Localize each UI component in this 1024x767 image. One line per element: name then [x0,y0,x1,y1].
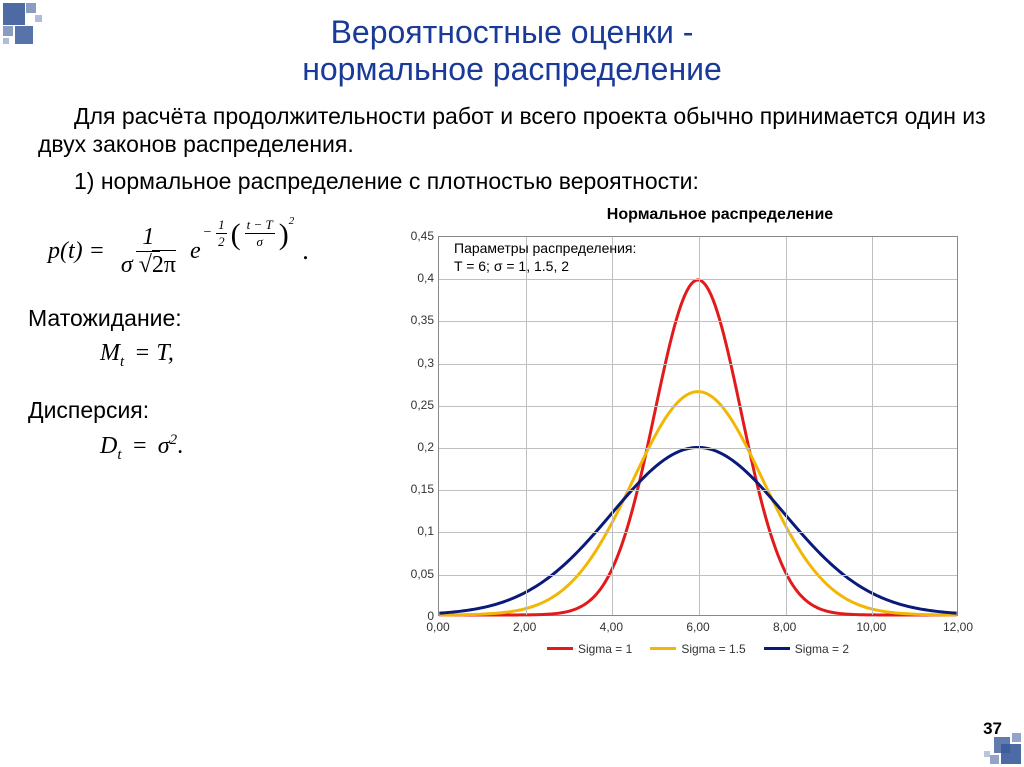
y-tick-label: 0,45 [411,229,434,243]
paragraph-1: Для расчёта продолжительности работ и вс… [38,102,986,160]
legend-item: Sigma = 1 [547,642,632,656]
grid-vertical [699,237,700,615]
paragraph-2: 1) нормальное распределение с плотностью… [38,167,986,196]
legend-swatch [650,647,676,650]
grid-horizontal [439,448,957,449]
grid-horizontal [439,321,957,322]
y-tick-label: 0,35 [411,313,434,327]
page-number: 37 [983,719,1002,739]
grid-horizontal [439,364,957,365]
chart-legend: Sigma = 1 Sigma = 1.5 Sigma = 2 [438,642,958,656]
series-curve [439,447,956,613]
legend-label: Sigma = 1.5 [681,642,745,656]
formula-eq: = [89,238,105,265]
chart-area: Параметры распределения: T = 6; σ = 1, 1… [380,226,970,666]
title-line-1: Вероятностные оценки - [331,14,694,50]
variance-label: Дисперсия: [28,397,380,424]
chart-curves [439,237,957,615]
x-tick-label: 10,00 [856,620,886,634]
x-tick-label: 12,00 [943,620,973,634]
variance-formula: Dt = σ2. [100,432,380,464]
legend-item: Sigma = 2 [764,642,849,656]
series-curve [439,391,956,614]
grid-horizontal [439,279,957,280]
legend-label: Sigma = 1 [578,642,632,656]
formula-exponent: − 1 2 ( t − T σ ) 2 [203,216,295,250]
y-tick-label: 0 [427,609,434,623]
y-tick-label: 0,15 [411,482,434,496]
y-tick-label: 0,05 [411,567,434,581]
body-text: Для расчёта продолжительности работ и вс… [38,102,986,196]
legend-label: Sigma = 2 [795,642,849,656]
grid-horizontal [439,532,957,533]
x-tick-label: 2,00 [513,620,536,634]
frac-num: 1 [136,224,160,252]
grid-vertical [612,237,613,615]
expectation-formula: Mt = T, [100,340,380,371]
legend-item: Sigma = 1.5 [650,642,745,656]
content-row: p(t) = 1 σ √2π e − 1 2 ( t − T σ [0,206,1024,666]
y-tick-label: 0,3 [417,356,434,370]
grid-horizontal [439,575,957,576]
title-line-2: нормальное распределение [302,51,722,87]
y-tick-label: 0,25 [411,398,434,412]
x-tick-label: 4,00 [600,620,623,634]
formula-main-fraction: 1 σ √2π [115,224,182,279]
formula-lhs: p(t) [48,238,83,265]
x-tick-label: 8,00 [773,620,796,634]
grid-horizontal [439,490,957,491]
chart-plot [438,236,958,616]
pdf-formula: p(t) = 1 σ √2π e − 1 2 ( t − T σ [48,224,380,279]
page-title: Вероятностные оценки - нормальное распре… [0,0,1024,88]
grid-vertical [872,237,873,615]
formula-dot: . [302,236,309,266]
x-tick-label: 6,00 [686,620,709,634]
y-tick-label: 0,2 [417,440,434,454]
expectation-label: Матожидание: [28,305,380,332]
chart-param-label: Параметры распределения: T = 6; σ = 1, 1… [454,239,636,275]
grid-vertical [526,237,527,615]
grid-horizontal [439,406,957,407]
grid-vertical [786,237,787,615]
chart-title: Нормальное распределение [440,206,1000,224]
formula-e: e [190,238,201,265]
frac-den: σ √2π [115,252,182,279]
y-tick-label: 0,1 [417,524,434,538]
formula-column: p(t) = 1 σ √2π e − 1 2 ( t − T σ [0,206,380,666]
legend-swatch [547,647,573,650]
legend-swatch [764,647,790,650]
y-tick-label: 0,4 [417,271,434,285]
chart-column: Нормальное распределение Параметры распр… [380,206,1024,666]
